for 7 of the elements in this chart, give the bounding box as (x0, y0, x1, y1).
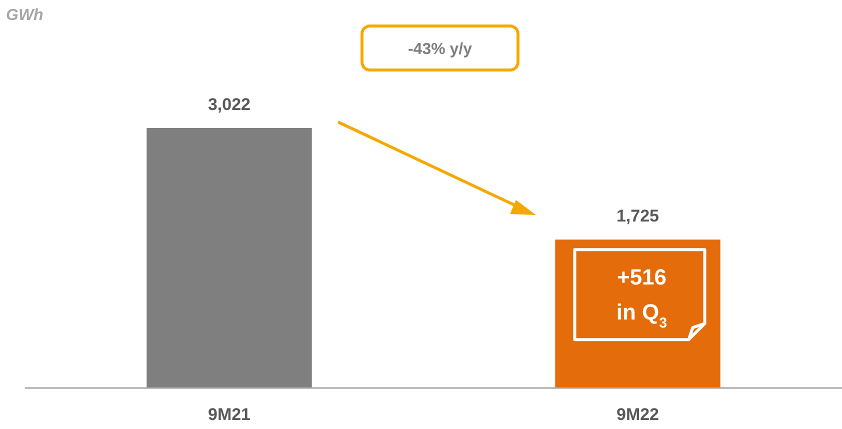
data-label: 3,022 (208, 95, 251, 114)
annotation: +516 in Q$_{3}$ (616, 264, 668, 332)
x-tick-label: 9M21 (208, 405, 251, 424)
text: GWh (6, 7, 44, 24)
data-label: 1,725 (616, 206, 660, 226)
x-tick-label: 9M22 (616, 405, 660, 424)
text: -43% y/y (408, 41, 472, 58)
